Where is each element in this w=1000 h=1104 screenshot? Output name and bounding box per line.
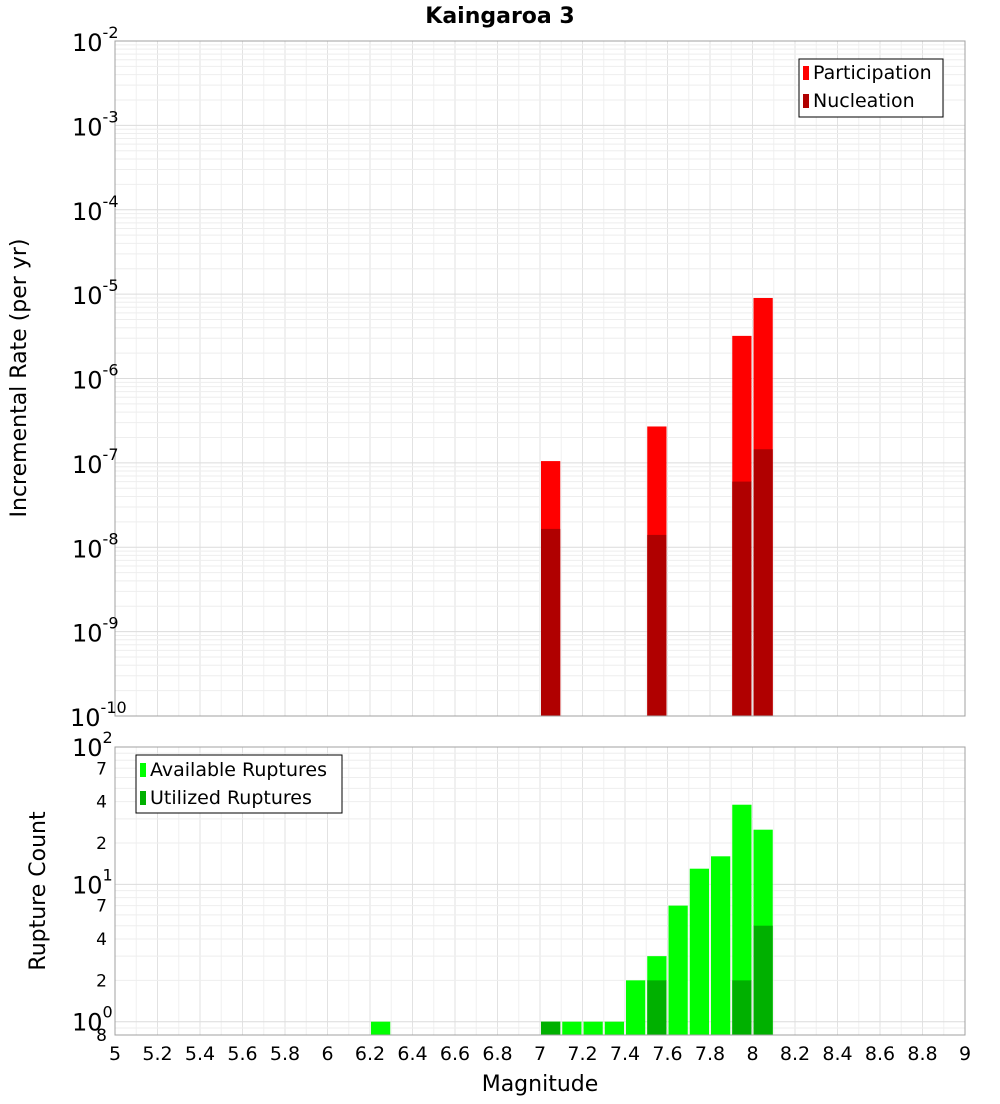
y-tick-label: 4 <box>96 793 107 813</box>
bottom-legend-box <box>135 754 343 814</box>
x-tick-label: 6.4 <box>397 1043 427 1065</box>
x-tick-label: 6.2 <box>355 1043 385 1065</box>
x-axis-label: Magnitude <box>482 1072 599 1097</box>
x-tick-label: 5.4 <box>185 1043 215 1065</box>
available-ruptures-bar <box>604 1021 624 1035</box>
utilized-ruptures-bar <box>541 1021 561 1035</box>
x-tick-label: 6 <box>321 1043 333 1065</box>
bottom-legend: Available Ruptures Utilized Ruptures <box>135 754 343 814</box>
x-tick-label: 5.2 <box>142 1043 172 1065</box>
utilized-ruptures-bar <box>732 980 752 1035</box>
y-tick-label: 2 <box>96 971 107 991</box>
chart-title: Kaingaroa 3 <box>425 4 574 29</box>
x-tick-label: 7.8 <box>695 1043 725 1065</box>
nucleation-bar <box>753 449 773 716</box>
available-ruptures-bar <box>626 980 646 1035</box>
y-tick-label: 10-2 <box>72 23 119 57</box>
legend-label-participation: Participation <box>813 62 932 84</box>
legend-label-nucleation: Nucleation <box>813 90 915 112</box>
x-tick-label: 8.8 <box>907 1043 937 1065</box>
y-tick-label: 10-10 <box>70 698 127 732</box>
x-tick-label: 5 <box>109 1043 121 1065</box>
x-tick-label: 7.6 <box>652 1043 682 1065</box>
y-tick-label: 10-8 <box>72 529 119 563</box>
utilized-ruptures-bar <box>647 980 667 1035</box>
y-tick-label: 101 <box>72 865 113 899</box>
x-tick-label: 6.6 <box>440 1043 470 1065</box>
available-ruptures-bar <box>689 868 709 1035</box>
legend-swatch-utilized-ruptures <box>140 791 146 805</box>
legend-swatch-available-ruptures <box>140 763 146 777</box>
available-ruptures-bar <box>583 1021 603 1035</box>
available-ruptures-bar <box>711 856 731 1035</box>
y-tick-label: 10-3 <box>72 107 119 141</box>
y-tick-label: 10-5 <box>72 276 119 310</box>
y-tick-label: 100 <box>72 1003 113 1037</box>
top-y-axis-label: Incremental Rate (per yr) <box>7 239 32 518</box>
x-tick-label: 5.6 <box>227 1043 257 1065</box>
x-tick-label: 7.4 <box>610 1043 640 1065</box>
available-ruptures-bar <box>562 1021 582 1035</box>
x-tick-label: 8.6 <box>865 1043 895 1065</box>
x-tick-label: 5.8 <box>270 1043 300 1065</box>
available-ruptures-bar <box>732 804 752 1035</box>
x-tick-label: 7 <box>534 1043 546 1065</box>
available-ruptures-bar <box>371 1021 391 1035</box>
bottom-plot-frame <box>114 746 966 1036</box>
legend-label-available-ruptures: Available Ruptures <box>150 759 327 781</box>
legend-swatch-nucleation <box>803 94 809 108</box>
x-tick-label: 8 <box>746 1043 758 1065</box>
utilized-ruptures-bar <box>753 925 773 1035</box>
y-tick-label: 7 <box>96 897 107 917</box>
nucleation-bar <box>732 481 752 716</box>
y-tick-label: 10-7 <box>72 445 119 479</box>
y-tick-label: 2 <box>96 834 107 854</box>
x-tick-label: 9 <box>959 1043 971 1065</box>
x-tick-label: 6.8 <box>482 1043 512 1065</box>
y-tick-label: 4 <box>96 930 107 950</box>
y-tick-label: 10-9 <box>72 614 119 648</box>
legend-label-utilized-ruptures: Utilized Ruptures <box>150 787 312 809</box>
y-tick-label: 10-4 <box>72 192 119 226</box>
available-ruptures-bar <box>668 905 688 1035</box>
y-tick-label: 8 <box>96 1026 107 1046</box>
y-tick-label: 102 <box>72 728 113 762</box>
x-tick-label: 7.2 <box>567 1043 597 1065</box>
y-tick-label: 7 <box>96 759 107 779</box>
top-legend: Participation Nucleation <box>798 58 944 118</box>
x-tick-label: 8.4 <box>822 1043 852 1065</box>
x-tick-label: 8.2 <box>780 1043 810 1065</box>
top-plot-frame <box>114 40 966 717</box>
bottom-y-axis-label: Rupture Count <box>26 811 51 971</box>
nucleation-bar <box>541 528 561 716</box>
top-legend-box <box>798 58 944 118</box>
legend-swatch-participation <box>803 66 809 80</box>
y-tick-label: 10-6 <box>72 361 119 395</box>
nucleation-bar <box>647 534 667 716</box>
